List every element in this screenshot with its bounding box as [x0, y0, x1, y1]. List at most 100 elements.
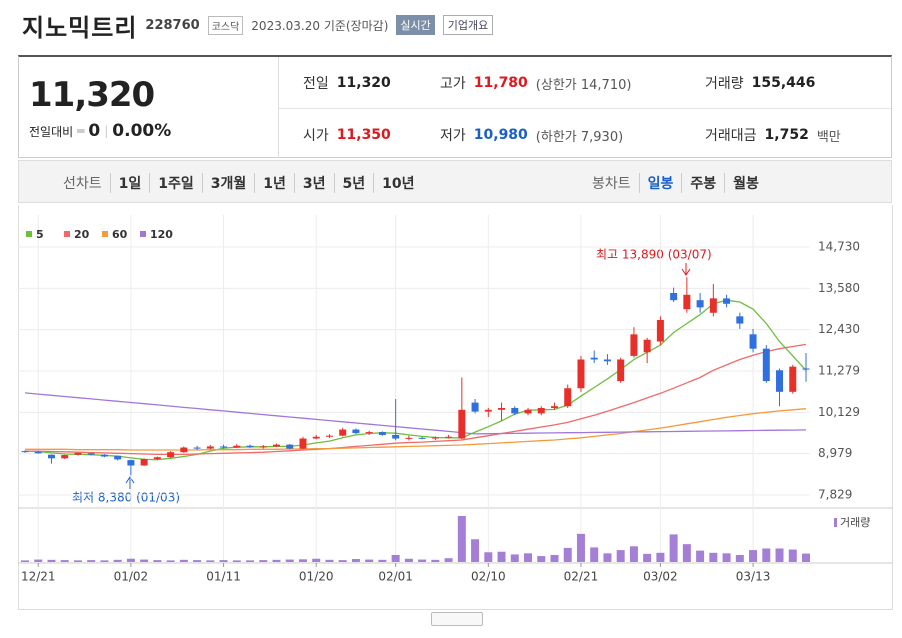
- candle-body: [577, 359, 585, 389]
- ma-line: [24, 392, 807, 435]
- legend-swatch: [140, 231, 146, 237]
- legend-swatch: [102, 231, 108, 237]
- tab[interactable]: 일봉: [638, 173, 682, 193]
- tab[interactable]: 1년: [254, 173, 294, 193]
- tab[interactable]: 5년: [333, 173, 374, 193]
- cell-extra: (하한가 7,930): [535, 129, 624, 145]
- tab[interactable]: 3년: [293, 173, 334, 193]
- legend-label: 120: [150, 228, 173, 241]
- candle-tabs: 봉차트 일봉 주봉 월봉: [584, 173, 767, 193]
- candle-body: [286, 444, 294, 449]
- y-tick-label: 11,279: [818, 364, 860, 378]
- tab[interactable]: 주봉: [681, 173, 724, 193]
- volume-bar: [709, 552, 718, 562]
- cell-label: 저가: [440, 128, 466, 144]
- volume-bar: [418, 559, 427, 562]
- candle-body: [564, 388, 572, 407]
- volume-bar: [550, 554, 559, 562]
- candle-body: [511, 407, 519, 414]
- tab[interactable]: 월봉: [724, 173, 767, 193]
- legend-swatch: [26, 231, 32, 237]
- x-tick-label: 01/20: [299, 570, 334, 584]
- candle-body: [299, 438, 307, 449]
- volume-bar: [272, 559, 281, 562]
- volume-bar: [537, 556, 546, 562]
- market-badge: 코스닥: [207, 15, 244, 35]
- y-tick-label: 12,430: [818, 322, 860, 336]
- candle-body: [498, 407, 506, 410]
- change-value: 0: [88, 121, 101, 141]
- candle-body: [325, 435, 333, 437]
- x-tick-label: 03/02: [643, 570, 678, 584]
- volume-bar: [351, 559, 360, 562]
- cell-value: 11,350: [336, 127, 391, 143]
- candle-body: [656, 319, 664, 342]
- cell-value: 10,980: [473, 127, 528, 143]
- candle-body: [246, 445, 254, 448]
- x-tick-label: 02/01: [378, 570, 413, 584]
- volume-bar: [722, 553, 731, 562]
- cell-value: 155,446: [751, 75, 816, 91]
- volume-bar: [775, 548, 784, 562]
- volume-bar: [643, 553, 652, 562]
- resize-handle[interactable]: [431, 612, 483, 626]
- candle-body: [34, 451, 42, 454]
- candle-body: [74, 452, 82, 455]
- volume-bar: [576, 533, 585, 562]
- high-annotation: 최고 13,890 (03/07): [596, 248, 712, 262]
- candle-body: [352, 429, 360, 434]
- candle-body: [670, 292, 678, 301]
- candle-body: [789, 366, 797, 392]
- x-tick-label: 02/10: [471, 570, 506, 584]
- candle-body: [776, 370, 784, 392]
- info-cell: 저가 10,980 (하한가 7,930): [440, 125, 623, 145]
- tab[interactable]: 1일: [109, 173, 150, 193]
- candle-body: [643, 339, 651, 353]
- candle-body: [206, 446, 214, 449]
- volume-bar: [484, 552, 493, 562]
- legend-label: 5: [36, 228, 44, 241]
- cell-label: 시가: [303, 128, 329, 144]
- candle-body: [220, 446, 228, 448]
- info-cell: 거래량 155,446: [705, 73, 815, 93]
- candle-body: [259, 446, 267, 448]
- low-annotation: 최저 8,380 (01/03): [72, 491, 180, 505]
- volume-bar: [378, 559, 387, 562]
- x-tick-label: 01/11: [206, 570, 241, 584]
- tab[interactable]: 3개월: [201, 173, 255, 193]
- volume-bar: [21, 560, 29, 562]
- candle-body: [683, 294, 691, 310]
- candle-body: [617, 359, 625, 382]
- tab[interactable]: 10년: [373, 173, 422, 193]
- summary: 11,320 전일대비 ═ 0 | 0.00% 전일 11,320 고가 11,780 (상한가…: [18, 55, 892, 158]
- cell-value: 11,780: [473, 75, 528, 91]
- candle-body: [312, 436, 320, 439]
- candle-body: [100, 454, 108, 457]
- volume-bar: [87, 560, 96, 562]
- change-label: 전일대비: [29, 124, 74, 139]
- volume-bar: [457, 516, 466, 562]
- y-tick-label: 14,730: [818, 240, 860, 254]
- overview-button[interactable]: 기업개요: [442, 15, 494, 35]
- legend-label: 60: [112, 228, 128, 241]
- candle-body: [378, 432, 386, 435]
- candle-body: [405, 437, 413, 439]
- volume-bar: [471, 539, 480, 562]
- volume-bar: [629, 546, 638, 562]
- row-divider: [279, 108, 891, 109]
- tab[interactable]: 1주일: [149, 173, 202, 193]
- info-cell: 고가 11,780 (상한가 14,710): [440, 73, 631, 93]
- volume-legend: 거래량: [840, 516, 870, 529]
- candle-body: [630, 334, 638, 356]
- candle-body: [392, 434, 400, 439]
- realtime-button[interactable]: 실시간: [396, 15, 435, 35]
- y-tick-label: 7,829: [818, 488, 852, 502]
- chart-box: [18, 205, 893, 610]
- line-tabs: 선차트 1일 1주일 3개월 1년 3년 5년 10년: [55, 173, 423, 193]
- stock-code: 228760: [145, 17, 200, 33]
- cell-label: 거래대금: [705, 128, 757, 144]
- volume-bar: [73, 560, 82, 562]
- candle-body: [418, 437, 426, 439]
- volume-bar: [497, 551, 506, 562]
